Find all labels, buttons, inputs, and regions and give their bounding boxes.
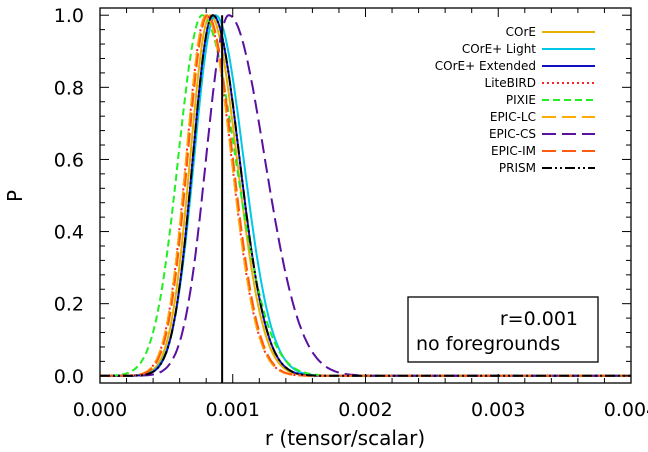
annotation-condition: no foregrounds xyxy=(416,333,560,355)
annotation-box: r=0.001 no foregrounds xyxy=(407,296,599,363)
x-tick-label: 0.004 xyxy=(604,399,648,421)
y-tick-label: 0.8 xyxy=(54,77,84,99)
y-tick-label: 0.0 xyxy=(54,366,84,388)
legend-label: EPIC-IM xyxy=(491,144,536,158)
y-tick-label: 0.2 xyxy=(54,294,84,316)
axis-ticks: 0.000 0.001 0.002 0.003 0.004 0.0 0.2 0.4 0.6 0.8… xyxy=(54,5,648,421)
legend-label: COrE+ Light xyxy=(462,42,536,56)
legend-label: EPIC-CS xyxy=(489,127,536,141)
legend-label: COrE xyxy=(506,25,536,39)
legend: COrE COrE+ Light COrE+ Extended LiteBIRD PIX… xyxy=(435,25,595,175)
x-tick-label: 0.000 xyxy=(73,399,127,421)
x-axis-label: r (tensor/scalar) xyxy=(265,426,425,450)
legend-label: EPIC-LC xyxy=(490,110,536,124)
x-tick-label: 0.002 xyxy=(338,399,392,421)
x-tick-label: 0.001 xyxy=(206,399,260,421)
annotation-frame xyxy=(407,296,599,363)
legend-label: LiteBIRD xyxy=(485,76,536,90)
x-tick-label: 0.003 xyxy=(471,399,525,421)
y-axis-label: P xyxy=(3,190,27,202)
y-tick-label: 0.4 xyxy=(54,222,84,244)
y-tick-label: 1.0 xyxy=(54,5,84,27)
annotation-true-r: r=0.001 xyxy=(500,308,578,330)
y-tick-label: 0.6 xyxy=(54,149,84,171)
legend-label: PRISM xyxy=(499,161,536,175)
legend-label: PIXIE xyxy=(506,93,536,107)
legend-label: COrE+ Extended xyxy=(435,59,536,73)
